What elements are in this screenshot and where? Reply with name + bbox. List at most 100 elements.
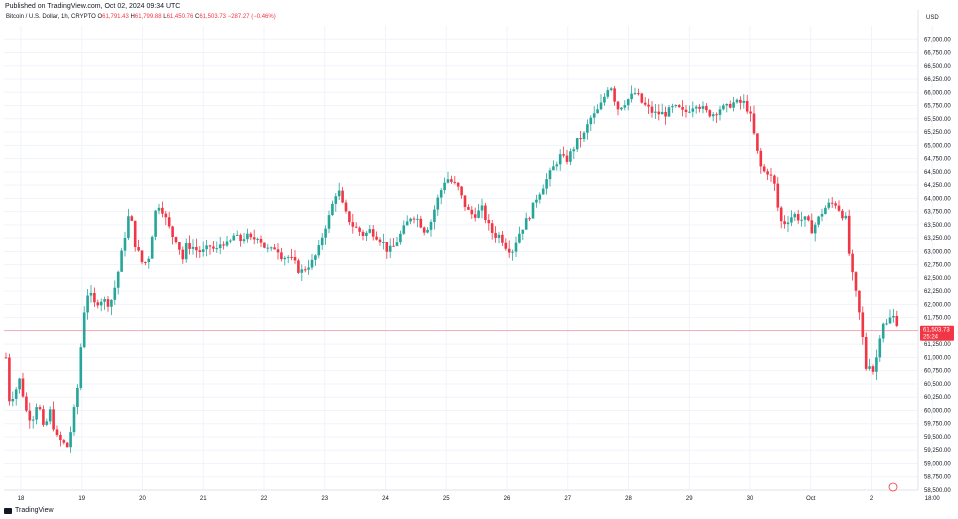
candle-body (895, 315, 899, 326)
candle (861, 306, 865, 345)
candle (637, 88, 640, 96)
y-tick-label: 62,000.00 (924, 302, 951, 308)
candle-body (579, 138, 582, 140)
candle (647, 98, 650, 114)
candle (555, 161, 559, 171)
candle-body (147, 258, 151, 263)
candle-body (511, 251, 514, 253)
y-tick-label: 59,000.00 (924, 461, 951, 467)
tradingview-brand: TradingView (4, 507, 54, 514)
candle-body (871, 366, 875, 372)
y-tick-label: 63,250.00 (924, 236, 951, 242)
candle-body (851, 253, 854, 273)
y-tick-label: 60,500.00 (924, 382, 951, 388)
candle-body (650, 106, 654, 113)
candle (324, 225, 327, 245)
candle (433, 205, 436, 230)
candle-body (599, 102, 603, 110)
candle-body (885, 323, 888, 325)
x-tick-label: 22 (261, 496, 268, 502)
candle-body (106, 299, 110, 307)
candle (269, 246, 273, 252)
candle-body (827, 202, 831, 208)
candle-body (528, 218, 531, 220)
candle (514, 236, 518, 258)
candle-body (103, 299, 106, 302)
candle (147, 256, 151, 269)
candle (480, 198, 484, 219)
candle (120, 248, 123, 272)
candle (167, 211, 171, 229)
candle (810, 213, 814, 234)
candle (446, 171, 450, 184)
candle-body (433, 209, 436, 222)
candle (45, 418, 49, 427)
candle-body (79, 347, 83, 388)
candle (630, 85, 633, 103)
candle (613, 86, 616, 106)
candle (477, 203, 480, 219)
candle-body (18, 378, 21, 390)
candle (793, 211, 797, 222)
candle-body (35, 407, 38, 420)
candle (705, 103, 708, 113)
candle-body (229, 240, 232, 242)
candle-body (300, 269, 304, 273)
candle (59, 431, 62, 447)
candle-body (120, 250, 123, 272)
candle (450, 175, 453, 184)
candle-body (69, 432, 72, 448)
candle-body (830, 202, 834, 204)
candle-body (484, 205, 487, 220)
candle-body (38, 407, 42, 410)
candle (494, 226, 497, 243)
y-tick-label: 66,750.00 (924, 51, 951, 57)
candle (650, 100, 654, 118)
candle-body (776, 183, 780, 208)
candle-body (246, 233, 249, 240)
candle-body (552, 166, 555, 171)
high-label: H (130, 14, 135, 20)
candle (65, 441, 69, 448)
candle (565, 149, 569, 165)
candle (164, 210, 168, 226)
candle (18, 377, 21, 394)
candle (538, 192, 542, 204)
candle (419, 215, 423, 229)
candle-body (96, 302, 100, 306)
candle-body (681, 107, 684, 110)
candle-body (490, 223, 494, 233)
candle-body (501, 234, 504, 243)
candle-body (171, 226, 174, 238)
candle (660, 103, 664, 115)
candle (297, 258, 300, 274)
x-tick-label: 18 (18, 496, 25, 502)
candle (698, 104, 701, 113)
candle (484, 202, 487, 224)
candle-body (426, 229, 429, 233)
candle (490, 220, 494, 240)
candle (327, 210, 331, 234)
candle (820, 208, 824, 222)
candle (127, 208, 130, 240)
candle-body (191, 246, 195, 249)
candle (759, 147, 763, 174)
candle-body (756, 133, 759, 151)
candle-body (439, 190, 443, 198)
candle-body (715, 114, 718, 116)
x-tick-label: 30 (747, 496, 754, 502)
candle (694, 105, 698, 114)
candle-body (263, 242, 266, 248)
candle (620, 106, 623, 111)
candle-body (497, 234, 501, 238)
candle-body (698, 106, 701, 109)
candle-body (541, 188, 545, 195)
y-tick-label: 67,000.00 (924, 37, 951, 43)
last-price-tag (920, 325, 954, 341)
candle-body (691, 108, 695, 112)
candle-body (174, 237, 178, 243)
candle-body (290, 256, 293, 258)
candle (674, 104, 678, 108)
candle-body (637, 93, 640, 95)
